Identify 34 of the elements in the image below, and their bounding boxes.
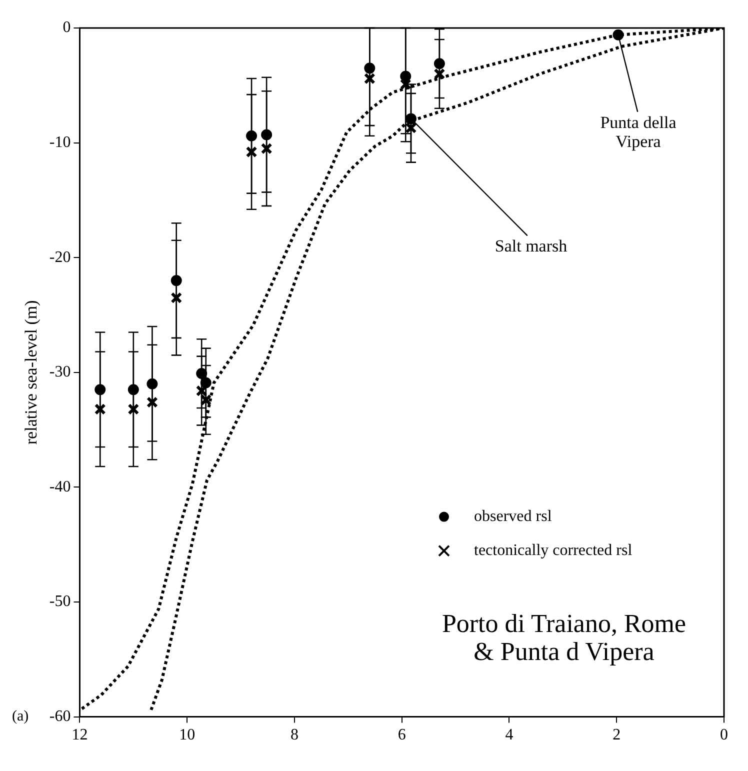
annotation: Salt marsh	[494, 236, 568, 256]
point	[146, 396, 158, 408]
x-tick-label: 8	[290, 726, 298, 744]
x-tick-label: 12	[72, 726, 88, 744]
point	[128, 403, 140, 415]
x-tick-label: 2	[612, 726, 621, 744]
point	[170, 292, 182, 304]
y-tick-label: -50	[49, 593, 71, 610]
point	[364, 72, 376, 84]
x-tick-label: 4	[505, 726, 514, 744]
point	[434, 68, 446, 80]
point	[260, 142, 272, 154]
point	[246, 130, 258, 142]
y-tick-label: 0	[62, 19, 71, 36]
point	[405, 122, 417, 134]
y-axis-title: relative sea-level (m)	[22, 300, 41, 445]
y-tick-label: -40	[49, 478, 71, 496]
text: Porto di Traiano, Rome & Punta d Vipera	[442, 608, 686, 666]
x-tick-label: 10	[179, 726, 196, 744]
legend-label: observed rsl	[474, 508, 552, 526]
legend-label: tectonically corrected rsl	[474, 542, 633, 560]
point	[94, 403, 106, 415]
y-tick-label: -10	[49, 134, 71, 152]
point	[434, 58, 445, 70]
annotation: Punta della Vipera	[600, 112, 677, 151]
x-tick-label: 6	[398, 726, 406, 744]
x-tick-label: 0	[720, 726, 728, 744]
y-tick-label: -30	[49, 364, 71, 381]
point	[246, 146, 258, 158]
y-tick-label: -20	[49, 248, 71, 266]
point	[400, 78, 412, 90]
y-tick-label: -60	[49, 708, 71, 726]
point	[612, 29, 624, 40]
text: (a)	[12, 708, 29, 725]
